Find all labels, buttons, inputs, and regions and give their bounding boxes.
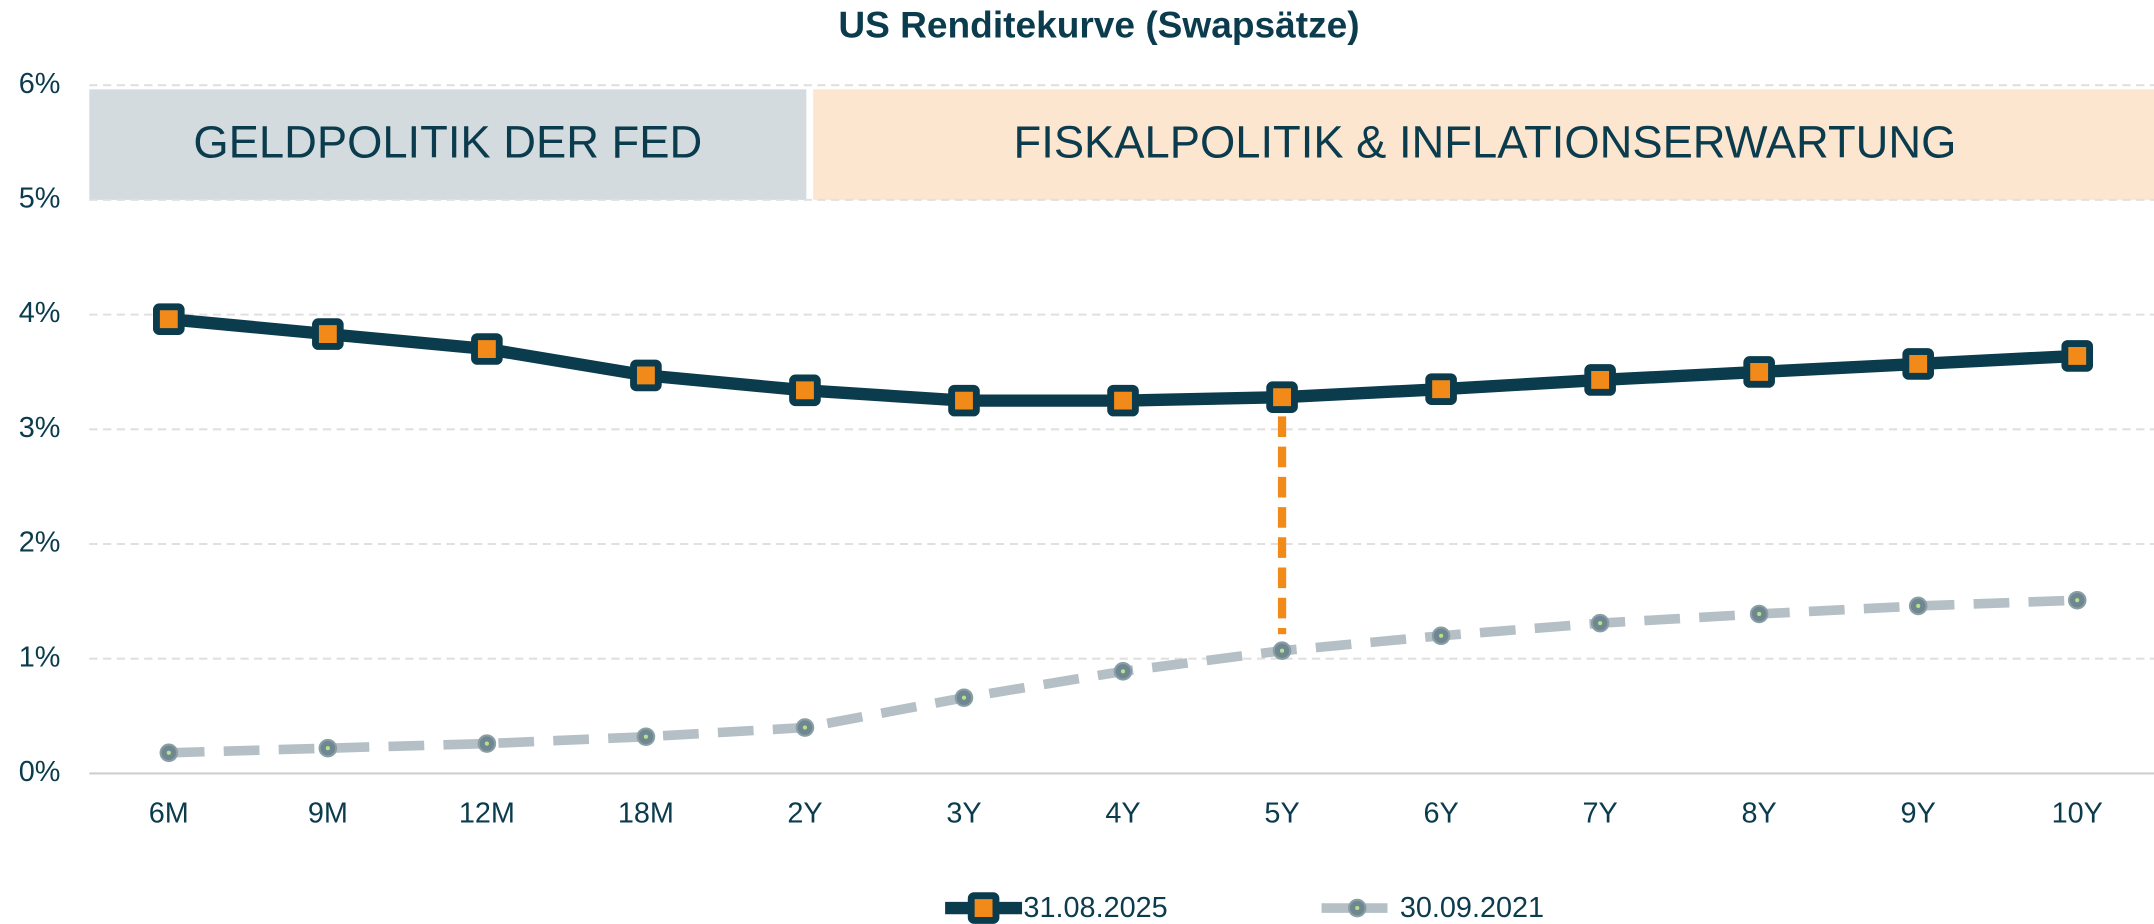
marker [1743, 356, 1775, 388]
marker-dot [1916, 603, 1921, 609]
marker [312, 318, 344, 350]
marker [1902, 348, 1934, 380]
marker-dot [643, 734, 648, 739]
x-tick-label: 6M [149, 797, 189, 829]
y-tick-label: 1% [19, 641, 61, 673]
marker-dot [802, 725, 808, 730]
chart-title: US Renditekurve (Swapsätze) [838, 3, 1359, 45]
marker [153, 303, 185, 335]
legend-label: 31.08.2025 [1023, 892, 1167, 924]
x-tick-label: 5Y [1264, 797, 1299, 829]
marker [789, 374, 821, 407]
annotation-band [813, 89, 2154, 200]
marker-dot [961, 695, 967, 700]
x-tick-label: 8Y [1742, 797, 1777, 829]
x-tick-label: 2Y [787, 797, 822, 829]
x-tick-label: 6Y [1423, 797, 1458, 829]
x-tick-label: 10Y [2052, 797, 2103, 829]
marker-dot [1439, 633, 1444, 638]
marker-dot [325, 746, 330, 751]
y-tick-label: 6% [19, 68, 61, 100]
x-tick-label: 12M [459, 797, 515, 829]
annotation-label: FISKALPOLITIK & INFLATIONSERWARTUNG [1014, 116, 1957, 167]
x-tick-label: 9Y [1901, 797, 1936, 829]
annotation-label: GELDPOLITIK DER FED [193, 116, 702, 167]
marker-dot [2075, 598, 2080, 603]
marker-dot [1598, 621, 1603, 626]
y-tick-label: 2% [19, 527, 61, 559]
legend-label: 30.09.2021 [1400, 892, 1544, 924]
x-tick-label: 3Y [946, 797, 981, 829]
y-tick-label: 3% [19, 412, 61, 444]
marker-dot [1757, 611, 1762, 617]
marker [630, 359, 662, 392]
marker-dot [1279, 648, 1285, 653]
x-tick-label: 4Y [1105, 797, 1140, 829]
marker [948, 384, 980, 417]
y-tick-label: 5% [19, 183, 61, 215]
y-tick-label: 4% [19, 297, 61, 329]
annotation-band [89, 89, 807, 200]
x-tick-label: 18M [618, 797, 674, 829]
marker-dot [1120, 669, 1126, 674]
x-tick-label: 7Y [1582, 797, 1617, 829]
marker [1107, 384, 1139, 417]
marker [471, 333, 503, 365]
marker [2061, 340, 2094, 372]
marker [1266, 381, 1298, 413]
legend-marker [967, 892, 1000, 924]
marker-dot [484, 741, 489, 746]
y-tick-label: 0% [19, 756, 61, 788]
x-tick-label: 9M [308, 797, 348, 829]
marker [1584, 364, 1616, 396]
marker-dot [166, 750, 171, 755]
marker [1425, 373, 1457, 405]
legend-marker-dot [1355, 905, 1360, 911]
